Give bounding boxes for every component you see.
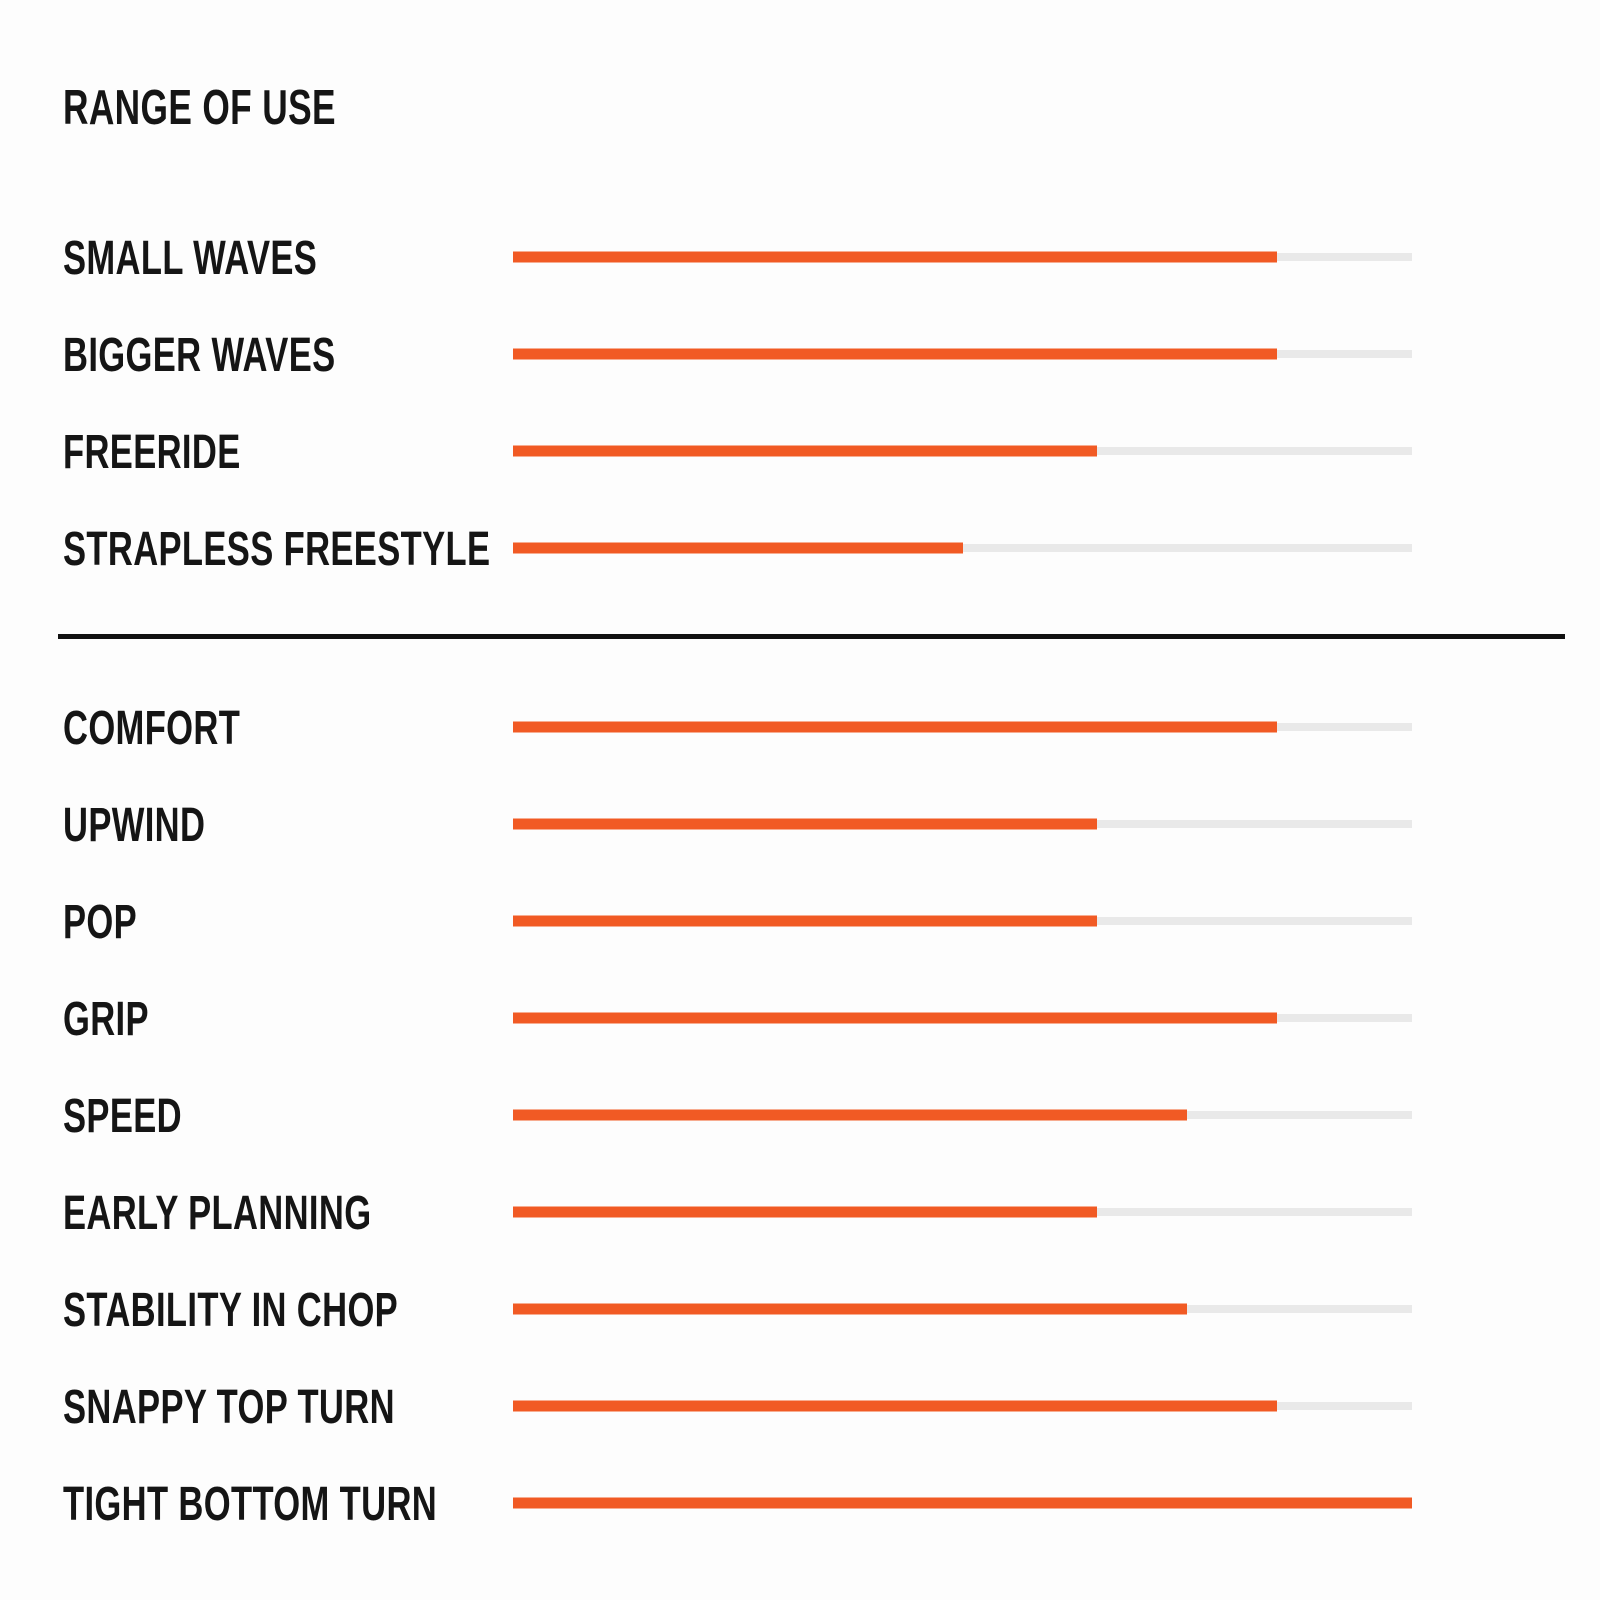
chart-row: STABILITY IN CHOP <box>63 1260 1412 1357</box>
bar-fill <box>513 1303 1188 1314</box>
bar-fill <box>513 542 963 553</box>
bar-fill <box>513 1012 1278 1023</box>
row-label: POP <box>63 895 138 949</box>
bar-group-performance: COMFORT UPWIND POP GRIP SPEED <box>63 678 1412 1551</box>
row-label: SNAPPY TOP TURN <box>63 1380 395 1434</box>
row-label: SMALL WAVES <box>63 231 318 285</box>
bar-track <box>513 1012 1412 1023</box>
bar-group-range-of-use: SMALL WAVES BIGGER WAVES FREERIDE STRAPL… <box>63 208 1412 596</box>
chart-row: SMALL WAVES <box>63 208 1412 305</box>
bar-fill <box>513 1206 1098 1217</box>
bar-track <box>513 915 1412 926</box>
bar-track <box>513 251 1412 262</box>
bar-fill <box>513 915 1098 926</box>
chart-row: UPWIND <box>63 775 1412 872</box>
bar-track <box>513 1206 1412 1217</box>
chart-row: POP <box>63 872 1412 969</box>
bar-fill <box>513 721 1278 732</box>
row-label: COMFORT <box>63 701 241 755</box>
chart-row: COMFORT <box>63 678 1412 775</box>
chart-row: TIGHT BOTTOM TURN <box>63 1454 1412 1551</box>
bar-fill <box>513 445 1098 456</box>
bar-fill <box>513 1497 1412 1508</box>
bar-track <box>513 818 1412 829</box>
bar-fill <box>513 251 1278 262</box>
bar-track <box>513 721 1412 732</box>
section-divider <box>58 634 1565 639</box>
chart-row: GRIP <box>63 969 1412 1066</box>
bar-fill <box>513 1400 1278 1411</box>
row-label: FREERIDE <box>63 425 241 479</box>
bar-fill <box>513 818 1098 829</box>
row-label: UPWIND <box>63 798 206 852</box>
row-label: TIGHT BOTTOM TURN <box>63 1477 438 1531</box>
bar-track <box>513 1497 1412 1508</box>
row-label: GRIP <box>63 992 149 1046</box>
bar-track <box>513 1109 1412 1120</box>
chart-row: STRAPLESS FREESTYLE <box>63 499 1412 596</box>
row-label: SPEED <box>63 1089 182 1143</box>
row-label: STRAPLESS FREESTYLE <box>63 522 491 576</box>
bar-track <box>513 445 1412 456</box>
bar-fill <box>513 1109 1188 1120</box>
bar-track <box>513 1400 1412 1411</box>
bar-fill <box>513 348 1278 359</box>
bar-track <box>513 1303 1412 1314</box>
bar-track <box>513 348 1412 359</box>
chart-row: BIGGER WAVES <box>63 305 1412 402</box>
chart-row: EARLY PLANNING <box>63 1163 1412 1260</box>
bar-track <box>513 542 1412 553</box>
chart-row: SPEED <box>63 1066 1412 1163</box>
row-label: STABILITY IN CHOP <box>63 1283 399 1337</box>
chart-title: RANGE OF USE <box>63 81 336 135</box>
row-label: EARLY PLANNING <box>63 1186 372 1240</box>
chart-row: FREERIDE <box>63 402 1412 499</box>
chart-row: SNAPPY TOP TURN <box>63 1357 1412 1454</box>
row-label: BIGGER WAVES <box>63 328 336 382</box>
